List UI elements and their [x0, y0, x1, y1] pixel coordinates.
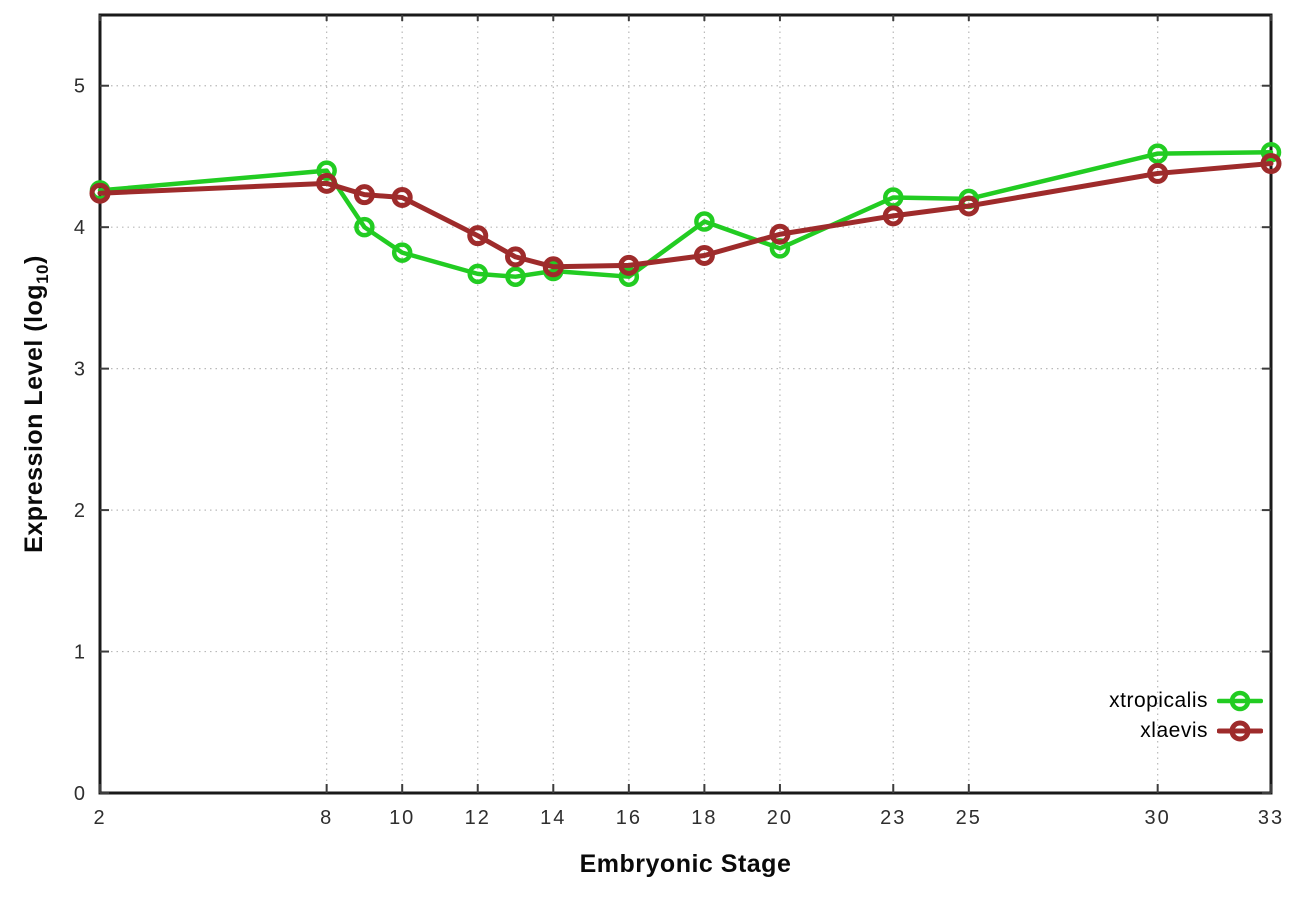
- marker-xtropicalis: [391, 242, 413, 263]
- legend-key-marker-xtropicalis: [1229, 690, 1251, 712]
- y-tick-label-0: 0: [74, 783, 87, 805]
- x-tick-label-30: 30: [1145, 807, 1171, 829]
- marker-xlaevis: [769, 223, 791, 245]
- legend: xtropicalis xlaevis: [1109, 686, 1263, 746]
- x-tick-label-8: 8: [320, 807, 333, 829]
- marker-xtropicalis: [505, 266, 526, 287]
- x-tick-label-14: 14: [540, 807, 566, 829]
- series-line-xlaevis: [97, 161, 1274, 270]
- y-axis-label: Expression Level (log10): [18, 184, 52, 624]
- marker-xtropicalis: [694, 211, 715, 232]
- x-tick-label-23: 23: [880, 807, 906, 829]
- marker-xlaevis: [693, 244, 715, 266]
- legend-label-xlaevis: xlaevis: [1140, 719, 1208, 742]
- marker-xtropicalis: [354, 216, 375, 238]
- y-tick-label-1: 1: [74, 642, 87, 664]
- legend-marker-xlaevis-icon: [1217, 720, 1263, 742]
- marker-xtropicalis: [1260, 141, 1282, 163]
- y-axis-label-text: Expression Level (log: [20, 283, 48, 553]
- x-tick-label-10: 10: [389, 807, 415, 829]
- marker-xlaevis: [1260, 153, 1282, 175]
- marker-xlaevis: [542, 256, 564, 278]
- y-axis-label-suffix: ): [20, 255, 48, 264]
- x-tick-label-25: 25: [956, 807, 982, 829]
- x-tick-label-16: 16: [616, 807, 642, 829]
- x-tick-label-12: 12: [465, 807, 491, 829]
- x-tick-label-33: 33: [1258, 807, 1284, 829]
- legend-label-xtropicalis: xtropicalis: [1109, 689, 1208, 712]
- marker-xtropicalis: [316, 160, 337, 181]
- y-tick-label-2: 2: [74, 500, 87, 522]
- legend-item-xtropicalis: xtropicalis: [1109, 686, 1263, 716]
- plot-border: [98, 13, 1273, 795]
- y-tick-label-5: 5: [74, 76, 87, 98]
- y-axis-label-subscript: 10: [33, 264, 52, 284]
- marker-xtropicalis: [618, 266, 640, 287]
- marker-xlaevis: [618, 254, 640, 276]
- x-axis-label: Embryonic Stage: [579, 850, 792, 878]
- x-tick-label-2: 2: [93, 807, 106, 829]
- marker-xlaevis: [89, 182, 111, 204]
- x-tick-label-18: 18: [691, 807, 717, 829]
- legend-item-xlaevis: xlaevis: [1140, 716, 1263, 746]
- y-tick-label-3: 3: [74, 359, 87, 381]
- marker-xlaevis: [391, 186, 413, 208]
- marker-xtropicalis: [1147, 143, 1168, 164]
- marker-xlaevis: [882, 205, 904, 227]
- marker-xlaevis: [958, 195, 980, 217]
- marker-xlaevis: [316, 172, 338, 194]
- legend-marker-xtropicalis-icon: [1217, 690, 1263, 712]
- marker-xlaevis: [1147, 162, 1169, 184]
- marker-xtropicalis: [467, 263, 488, 285]
- marker-xlaevis: [467, 225, 489, 247]
- y-tick-label-4: 4: [74, 217, 87, 239]
- marker-xlaevis: [505, 246, 527, 268]
- x-tick-label-20: 20: [767, 807, 793, 829]
- marker-xlaevis: [353, 184, 375, 206]
- legend-key-marker-xlaevis: [1229, 720, 1251, 742]
